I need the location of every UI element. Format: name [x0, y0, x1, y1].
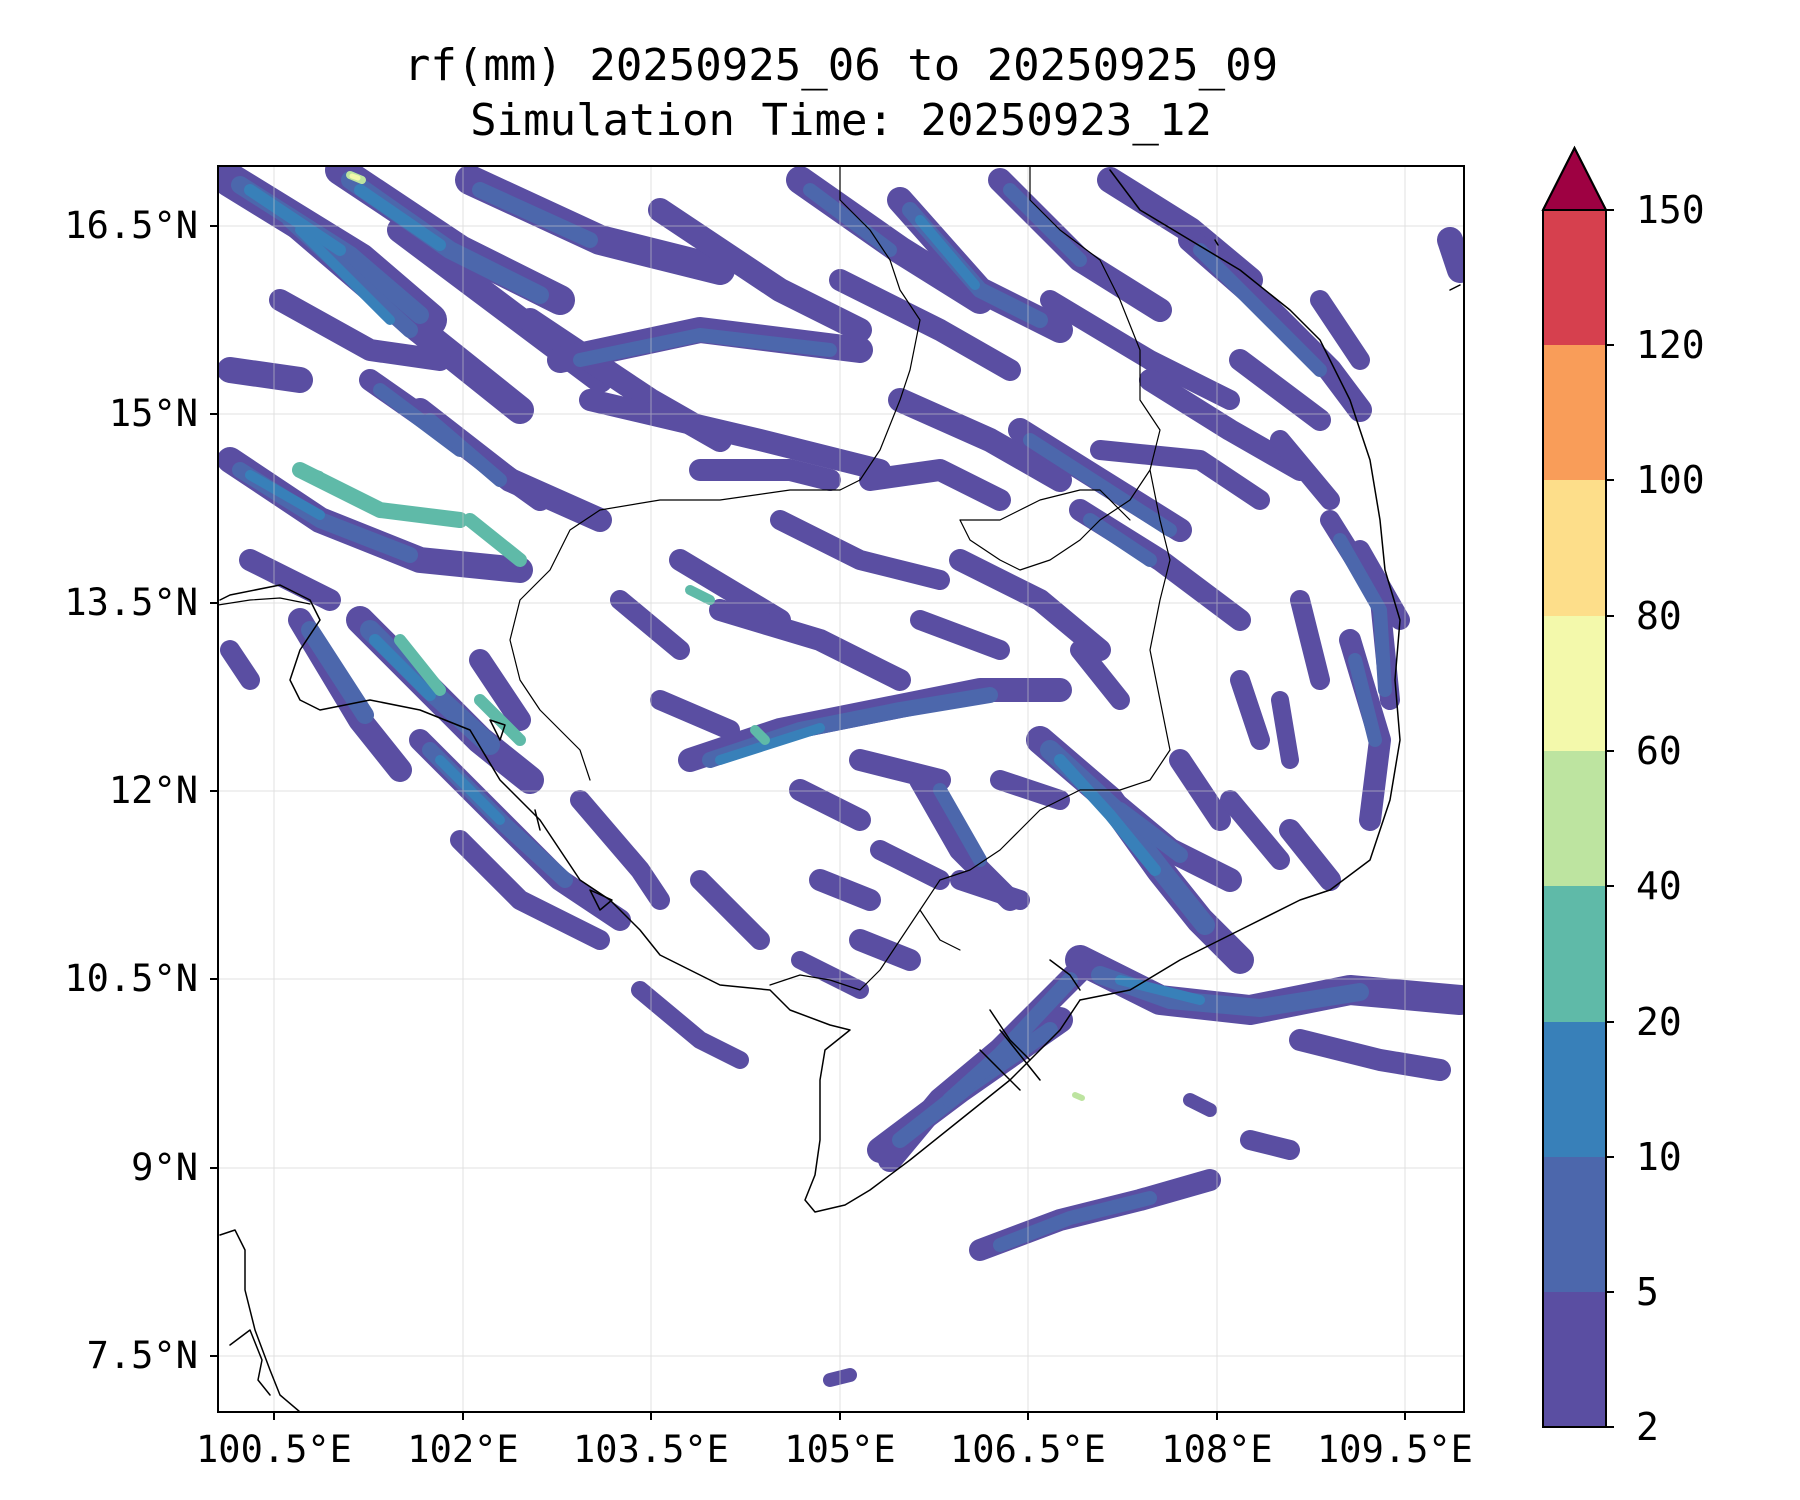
y-tick-label: 10.5°N: [64, 957, 198, 1000]
x-axis: 100.5°E 102°E 103.5°E 105°E 106.5°E 108°…: [196, 1412, 1473, 1471]
colorbar-band: [1543, 616, 1606, 751]
y-tick-label: 9°N: [131, 1146, 198, 1189]
rainfall-band-60-80: [349, 173, 361, 181]
colorbar-tick-label: 60: [1636, 729, 1682, 773]
rainfall-contours: [218, 166, 1464, 1412]
colorbar-tick-label: 5: [1636, 1270, 1659, 1314]
colorbar-outline: [1542, 145, 1607, 1428]
colorbar-band: [1543, 1022, 1606, 1157]
colorbar-tick-label: 40: [1636, 864, 1682, 908]
colorbar-band: [1543, 751, 1606, 886]
colorbar-tick-label: 100: [1636, 458, 1705, 502]
colorbar-band: [1543, 886, 1606, 1022]
colorbar-band: [1543, 1157, 1606, 1292]
x-tick-label: 105°E: [784, 1428, 895, 1471]
y-tick-label: 12°N: [109, 769, 198, 812]
colorbar: 2 5 10 20 40 60 80 100 120 150: [1541, 145, 1705, 1449]
colorbar-tick-label: 20: [1636, 1000, 1682, 1044]
rainfall-band-10-20: [244, 184, 1205, 1005]
colorbar-tick-label: 80: [1636, 594, 1682, 638]
colorbar-band: [1543, 210, 1606, 345]
x-tick-label: 100.5°E: [196, 1428, 352, 1471]
colorbar-tick-label: 150: [1636, 188, 1705, 232]
map-title-line2: Simulation Time: 20250923_12: [470, 95, 1212, 146]
coastlines: [219, 169, 1461, 1412]
colorbar-tick-label: 2: [1636, 1405, 1659, 1449]
map-gridlines: [218, 166, 1464, 1412]
colorbar-tick-label: 10: [1636, 1135, 1682, 1179]
rainfall-band-20-40: [292, 462, 770, 746]
colorbar-band: [1543, 345, 1606, 480]
y-tick-label: 15°N: [109, 392, 198, 435]
x-tick-label: 103.5°E: [573, 1428, 729, 1471]
colorbar-band: [1543, 480, 1606, 616]
country-borders: [218, 166, 1171, 991]
x-tick-label: 102°E: [407, 1428, 518, 1471]
x-tick-label: 108°E: [1161, 1428, 1272, 1471]
map-title-line1: rf(mm) 20250925_06 to 20250925_09: [404, 40, 1278, 91]
y-tick-label: 13.5°N: [64, 581, 198, 624]
y-tick-label: 16.5°N: [64, 204, 198, 247]
map-area: [217, 165, 1465, 1413]
colorbar-band: [1543, 1292, 1606, 1427]
x-tick-label: 109.5°E: [1317, 1428, 1473, 1471]
y-tick-label: 7.5°N: [87, 1334, 198, 1377]
y-axis: 16.5°N 15°N 13.5°N 12°N 10.5°N 9°N 7.5°N: [64, 204, 218, 1377]
x-tick-label: 106.5°E: [950, 1428, 1106, 1471]
colorbar-tick-label: 120: [1636, 323, 1705, 367]
colorbar-extend-arrow: [1541, 145, 1608, 211]
